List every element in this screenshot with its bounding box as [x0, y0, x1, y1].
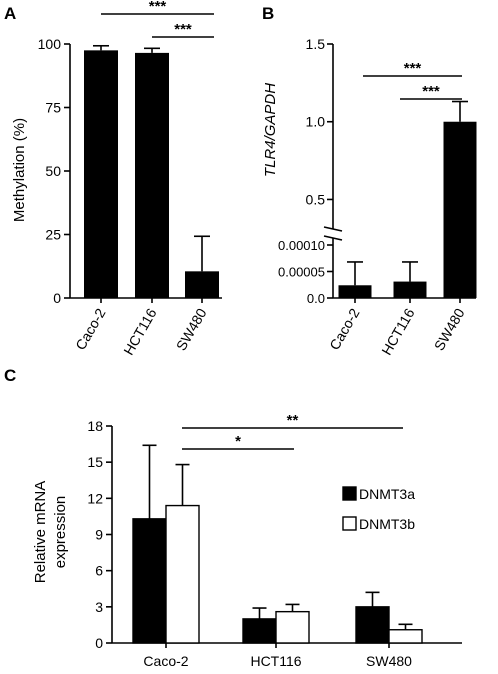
panel-a-error-bar-0 [93, 44, 109, 51]
panel-c-error-bar-dnmt3a-0 [142, 444, 157, 519]
panel-c-y-tick-label-5: 15 [87, 454, 103, 470]
panel-b-x-tick-label-2: SW480 [431, 305, 468, 353]
panel-letter-a: A [4, 4, 16, 23]
panel-c-significance: *** [182, 412, 403, 450]
panel-c-y-tick-label-2: 6 [95, 563, 103, 579]
panel-b-y-tick-label-upper-1: 1.0 [306, 114, 326, 130]
panel-c-bar-dnmt3b-1 [275, 610, 310, 644]
panel-c-bars [132, 444, 423, 644]
panel-b-significance-1-label: *** [422, 83, 440, 100]
panel-letter-b: B [262, 4, 274, 23]
panel-a-significance-0: *** [101, 0, 214, 15]
panel-c-significance-1-label: ** [287, 412, 299, 429]
panel-a-axes: 0 25 50 75 100 [38, 36, 222, 306]
panel-c-y-axis-title: Relative mRNA expression [32, 481, 69, 584]
panel-c-bar-dnmt3a-1 [242, 618, 277, 644]
panel-c-legend-swatch-dnmt3b [342, 516, 357, 531]
panel-c-bar-dnmt3b-2 [388, 629, 423, 644]
panel-c-error-bar-dnmt3a-2 [365, 591, 380, 607]
panel-a-bar-0 [84, 50, 118, 298]
panel-a-error-bar-1 [144, 47, 160, 53]
panel-a-x-tick-labels: Caco-2 HCT116 SW480 [72, 305, 210, 357]
panel-c-legend-label-dnmt3a: DNMT3a [359, 486, 415, 502]
panel-b-bar-2 [443, 121, 477, 299]
panel-c-y-axis-title-line-2: expression [52, 496, 69, 569]
panel-a-significance-0-label: *** [149, 0, 167, 15]
panel-a-y-tick-label-2: 50 [45, 163, 61, 179]
panel-a-y-tick-label-3: 75 [45, 100, 61, 116]
panel-c-error-bar-dnmt3b-2 [398, 623, 413, 630]
panel-c-significance-0: * [182, 433, 294, 450]
panel-b-x-tick-label-1: HCT116 [378, 305, 418, 357]
panel-b-y-tick-label-upper-2: 1.5 [306, 36, 326, 52]
panel-a-bar-1 [135, 52, 169, 298]
panel-a-significance-1: *** [152, 21, 214, 38]
panel-b-y-axis-title: TLR4/GAPDH [262, 83, 279, 177]
panel-b-bar-1 [393, 281, 427, 298]
panel-c-error-bar-dnmt3b-1 [285, 603, 300, 612]
panel-b-error-bar-1 [402, 261, 418, 282]
panel-a-error-bar-2 [194, 235, 210, 272]
panel-b-significance-0: *** [363, 60, 462, 77]
panel-b-significance: ****** [363, 60, 462, 100]
panel-a-y-tick-label-1: 25 [45, 227, 61, 243]
panel-a-significance-1-label: *** [174, 21, 192, 38]
panel-c-significance-0-label: * [235, 433, 241, 450]
panel-a-significance: *** *** [101, 0, 214, 38]
panel-c-error-bar-dnmt3a-1 [252, 607, 267, 619]
panel-c-x-tick-label-0: Caco-2 [143, 653, 188, 669]
panel-b-y-tick-label-lower-1: 0.00005 [278, 265, 325, 280]
panel-c-y-tick-label-3: 9 [95, 527, 103, 543]
panel-c-y-tick-label-6: 18 [87, 418, 103, 434]
panel-c-bar-dnmt3a-0 [132, 518, 167, 644]
panel-c-y-tick-label-0: 0 [95, 635, 103, 651]
panel-b-axis-break-mark-lower [323, 235, 343, 241]
panel-c-y-tick-label-1: 3 [95, 599, 103, 615]
panel-a-y-tick-label-0: 0 [53, 290, 61, 306]
panel-c-x-tick-label-2: SW480 [366, 653, 412, 669]
panel-a-y-tick-label-4: 100 [38, 36, 62, 52]
panel-b-y-tick-label-upper-0: 0.5 [306, 191, 326, 207]
panel-c-legend-label-dnmt3b: DNMT3b [359, 516, 415, 532]
panel-c-x-tick-label-1: HCT116 [250, 653, 301, 669]
panel-b-y-tick-label-lower-0: 0.0 [307, 291, 325, 306]
panel-c-bar-dnmt3b-0 [165, 504, 200, 644]
panel-a-bar-2 [185, 271, 219, 298]
panel-c-y-tick-label-4: 12 [87, 490, 103, 506]
panel-c-x-tick-labels: Caco-2 HCT116 SW480 [143, 653, 412, 669]
panel-b-x-tick-labels: Caco-2 HCT116 SW480 [326, 305, 468, 357]
panel-c-legend: DNMT3a DNMT3b [342, 486, 415, 532]
panel-a-x-tick-label-1: HCT116 [120, 305, 160, 357]
panel-b-bar-0 [338, 285, 372, 298]
panel-c-bar-dnmt3a-2 [355, 606, 390, 644]
panel-c-legend-swatch-dnmt3a [342, 486, 357, 501]
panel-b-significance-0-label: *** [404, 60, 422, 77]
panel-a-x-tick-label-0: Caco-2 [72, 305, 109, 352]
panel-a-y-axis-title: Methylation (%) [11, 118, 28, 222]
panel-a-bars [84, 44, 219, 298]
panel-letter-c: C [4, 366, 16, 385]
panel-a: A 0 25 50 75 100 *** *** Caco-2 HCT116 SW480 Me… [4, 0, 222, 358]
panel-b-y-tick-label-lower-2: 0.00010 [278, 238, 325, 253]
panel-b-significance-1: *** [400, 83, 462, 100]
panel-b-x-tick-label-0: Caco-2 [326, 305, 363, 352]
panel-c-significance-1: ** [182, 412, 403, 429]
panel-c-y-axis-title-line-1: Relative mRNA [32, 481, 49, 584]
panel-b-bars [338, 100, 477, 299]
panel-a-x-tick-label-2: SW480 [173, 305, 210, 353]
panel-b-error-bar-2 [452, 100, 468, 122]
panel-b: B 0.0 0.00005 0.00010 0.5 1.0 1.5 ****** Caco… [262, 4, 477, 358]
panel-b-error-bar-0 [347, 261, 363, 286]
panel-c-error-bar-dnmt3b-0 [175, 463, 190, 506]
panel-b-axis-break-mark-upper [323, 226, 343, 232]
